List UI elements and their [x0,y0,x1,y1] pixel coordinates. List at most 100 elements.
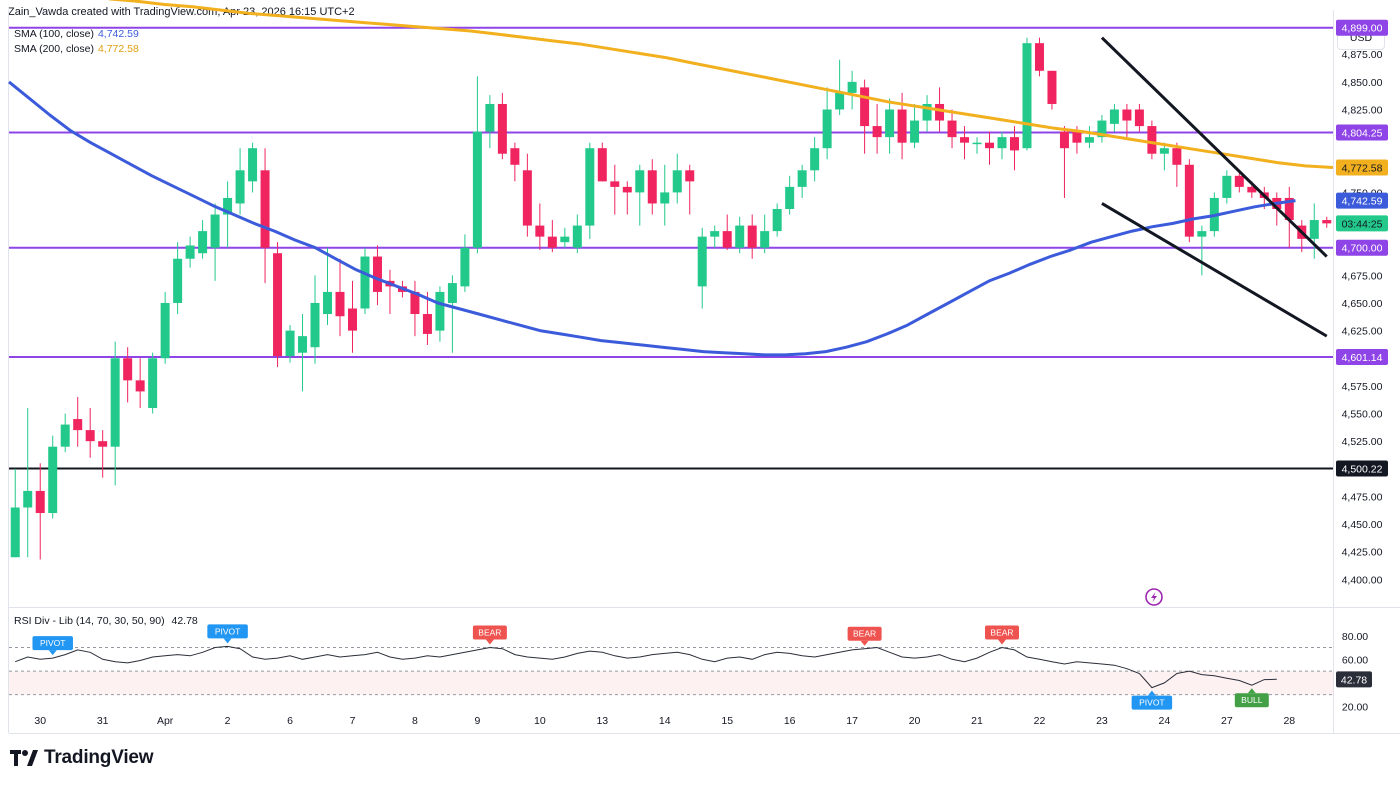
level-tag-3: 4,601.14 [1336,348,1388,365]
candle-body [747,225,757,248]
candle-body [522,170,532,226]
rsi-marker-bear: BEAR [472,625,507,645]
candle-body [1222,175,1232,198]
candle-body [1284,197,1294,221]
rsi-marker-pointer [485,639,494,645]
rsi-marker-bg [985,625,1019,640]
candle-body [235,170,245,204]
candle-body [347,308,357,331]
level-tag-0: 4,899.00 [1336,19,1388,36]
level-tag-label: 4,700.00 [1342,243,1383,255]
rsi-marker-label: BULL [1241,695,1263,705]
candle [1197,225,1207,276]
rsi-marker-bull: BULL [1234,688,1269,708]
candle [360,247,370,315]
sma200-line [108,0,1334,169]
candle [185,236,195,268]
candle-body [547,236,557,248]
candle-body [23,490,33,508]
candle-body [1109,109,1119,124]
candle-body [710,231,720,237]
candle [497,92,507,160]
tradingview-logo-icon [10,750,38,766]
candle [785,175,795,215]
price-tag-bg [1336,215,1388,232]
candle [522,153,532,237]
candle-body [597,148,607,182]
time-tick-label: 16 [784,715,796,727]
candle [35,463,45,560]
candle-body [98,441,108,447]
candle-body [260,170,270,248]
alert-flash-icon[interactable] [1145,588,1163,606]
candle [110,341,120,486]
level-tag-label: 4,500.22 [1342,464,1383,476]
candle-body [85,430,95,442]
candle-body [1047,70,1057,104]
price-tick-label: 4,650.00 [1342,298,1383,310]
descending-channel [1100,36,1328,338]
level-tag-label: 4,899.00 [1342,23,1383,35]
level-tag-4: 4,500.22 [1336,460,1388,477]
candle [123,347,133,403]
price-tag-0: 4,772.58 [1336,159,1388,176]
candle [535,203,545,250]
candle [385,269,395,315]
price-tag-label: 4,742.59 [1342,196,1383,208]
candle-body [198,231,208,254]
candle [1184,159,1194,243]
tradingview-logo[interactable]: TradingView [10,747,154,769]
candle [722,214,732,250]
candle-body [922,103,932,121]
rsi-pane[interactable]: 80.00 60.00 20.00 42.78 PIVOT PIVOT BEAR BEAR BE… [9,624,1372,713]
candle-body [810,148,820,171]
candle-body [1097,120,1107,138]
rsi-marker-bg [472,625,507,640]
candle [885,98,895,154]
rsi-marker-label: PIVOT [40,638,66,648]
channel-upper-line [1100,36,1328,258]
candle [697,227,707,309]
candle-body [1009,137,1019,151]
candle [910,103,920,149]
candle-body [460,247,470,287]
candle [472,76,482,254]
price-tick-label: 4,850.00 [1342,77,1383,89]
rsi-marker-bg [207,624,248,639]
candle [572,214,582,254]
rsi-marker-label: PIVOT [1139,698,1165,708]
candle-body [1247,186,1257,193]
candle-body [310,302,320,348]
candle [947,109,957,149]
legend-sma200[interactable]: SMA (200, close) 4,772.58 [14,43,139,55]
rsi-marker-bear: BEAR [847,626,882,646]
time-tick-label: 28 [1283,715,1295,727]
candle-body [1122,109,1132,121]
candle [1009,126,1019,171]
legend-sma100[interactable]: SMA (100, close) 4,742.59 [14,28,139,40]
horizontal-levels [9,26,1333,470]
candle [422,291,432,345]
candle [1147,120,1157,160]
candle-body [860,87,870,127]
price-tick-label: 4,450.00 [1342,519,1383,531]
candle [672,153,682,204]
level-tag-label: 4,804.25 [1342,127,1383,139]
candle [822,87,832,160]
candle [273,242,283,368]
candle [73,396,83,447]
price-tag-label: 4,772.58 [1342,162,1383,174]
candle [860,79,870,154]
time-axis[interactable]: 30 31 Apr 2 6 7 8 9 10 13 14 15 16 17 20 21 22 23 24 27 28 [34,715,1295,727]
candle [747,214,757,259]
candle [797,164,807,198]
candle [160,291,170,364]
rsi-legend[interactable]: RSI Div - Lib (14, 70, 30, 50, 90) 42.78 [14,615,198,627]
level-tag-bg [1336,239,1388,256]
candle-body [1134,109,1144,127]
candle [810,137,820,182]
time-tick-label: 14 [659,715,671,727]
candle-body [248,148,258,182]
candle-body [435,291,445,331]
